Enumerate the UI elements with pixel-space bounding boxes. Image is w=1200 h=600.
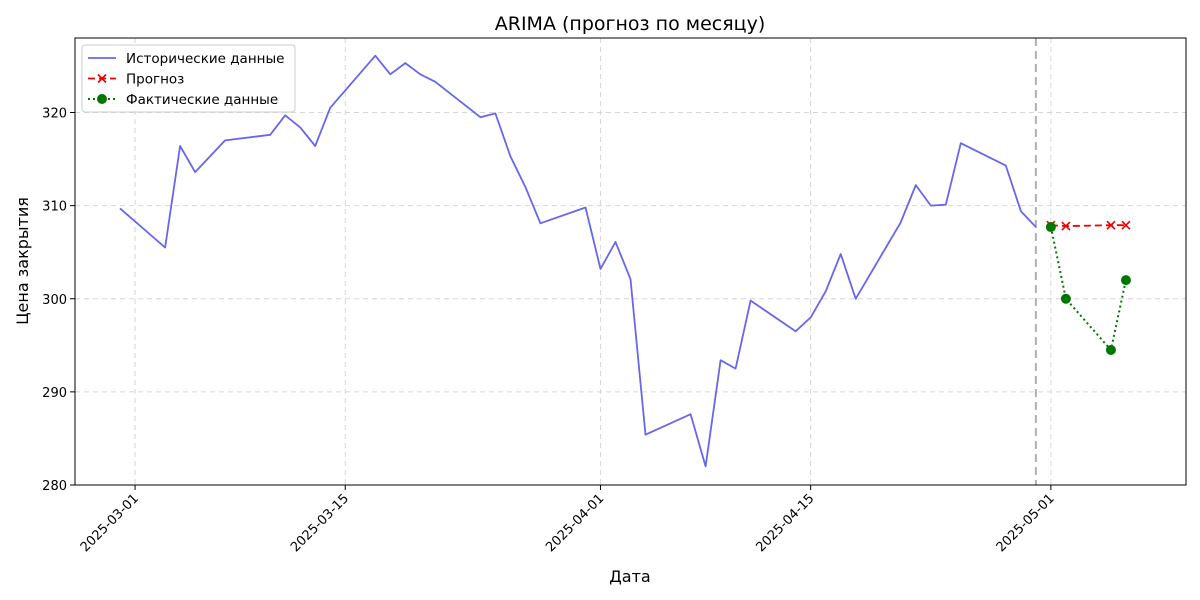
legend-marker [97, 94, 107, 104]
legend: Исторические данные Прогноз Фактические да… [81, 44, 296, 113]
series-line [1049, 226, 1127, 351]
data-point [1060, 293, 1071, 304]
legend-box [81, 44, 296, 113]
chart-title: ARIMA (прогноз по месяцу) [495, 13, 766, 35]
legend-item: Фактические данные [88, 92, 278, 108]
series-line [119, 54, 1037, 468]
x-tick-label: 2025-04-01 [543, 491, 607, 555]
x-tick-label: 2025-04-15 [753, 491, 817, 555]
x-tick-label: 2025-05-01 [994, 491, 1058, 555]
x-axis: 2025-03-01 2025-03-15 2025-04-01 2025-04-15… [78, 485, 1058, 555]
series-0 [119, 54, 1037, 468]
series-2 [1045, 222, 1131, 355]
plot-frame [74, 37, 1187, 486]
y-tick-label: 300 [42, 293, 67, 308]
series-line [1050, 224, 1126, 228]
x-axis-label: Дата [609, 567, 650, 586]
y-tick-label: 290 [42, 386, 67, 401]
x-tick-label: 2025-03-01 [78, 491, 142, 555]
legend-label: Прогноз [126, 72, 184, 88]
data-point [1045, 222, 1056, 233]
series-1 [1046, 220, 1131, 231]
data-point [1120, 275, 1131, 286]
data-point [1105, 344, 1116, 355]
legend-item: Исторические данные [88, 51, 284, 67]
data-point [1121, 220, 1131, 230]
y-axis: 280 290 300 310 320 [42, 107, 75, 494]
data-point [1106, 220, 1116, 230]
legend-item: Прогноз [88, 72, 184, 88]
y-axis-label: Цена закрытия [13, 197, 32, 325]
series-layer [119, 54, 1131, 468]
legend-label: Фактические данные [126, 92, 278, 108]
y-tick-label: 310 [42, 200, 67, 215]
y-tick-label: 320 [42, 107, 67, 122]
data-point [1061, 221, 1071, 231]
legend-marker [97, 73, 107, 84]
legend-label: Исторические данные [126, 51, 284, 67]
y-tick-label: 280 [42, 479, 67, 494]
x-tick-label: 2025-03-15 [288, 491, 352, 555]
